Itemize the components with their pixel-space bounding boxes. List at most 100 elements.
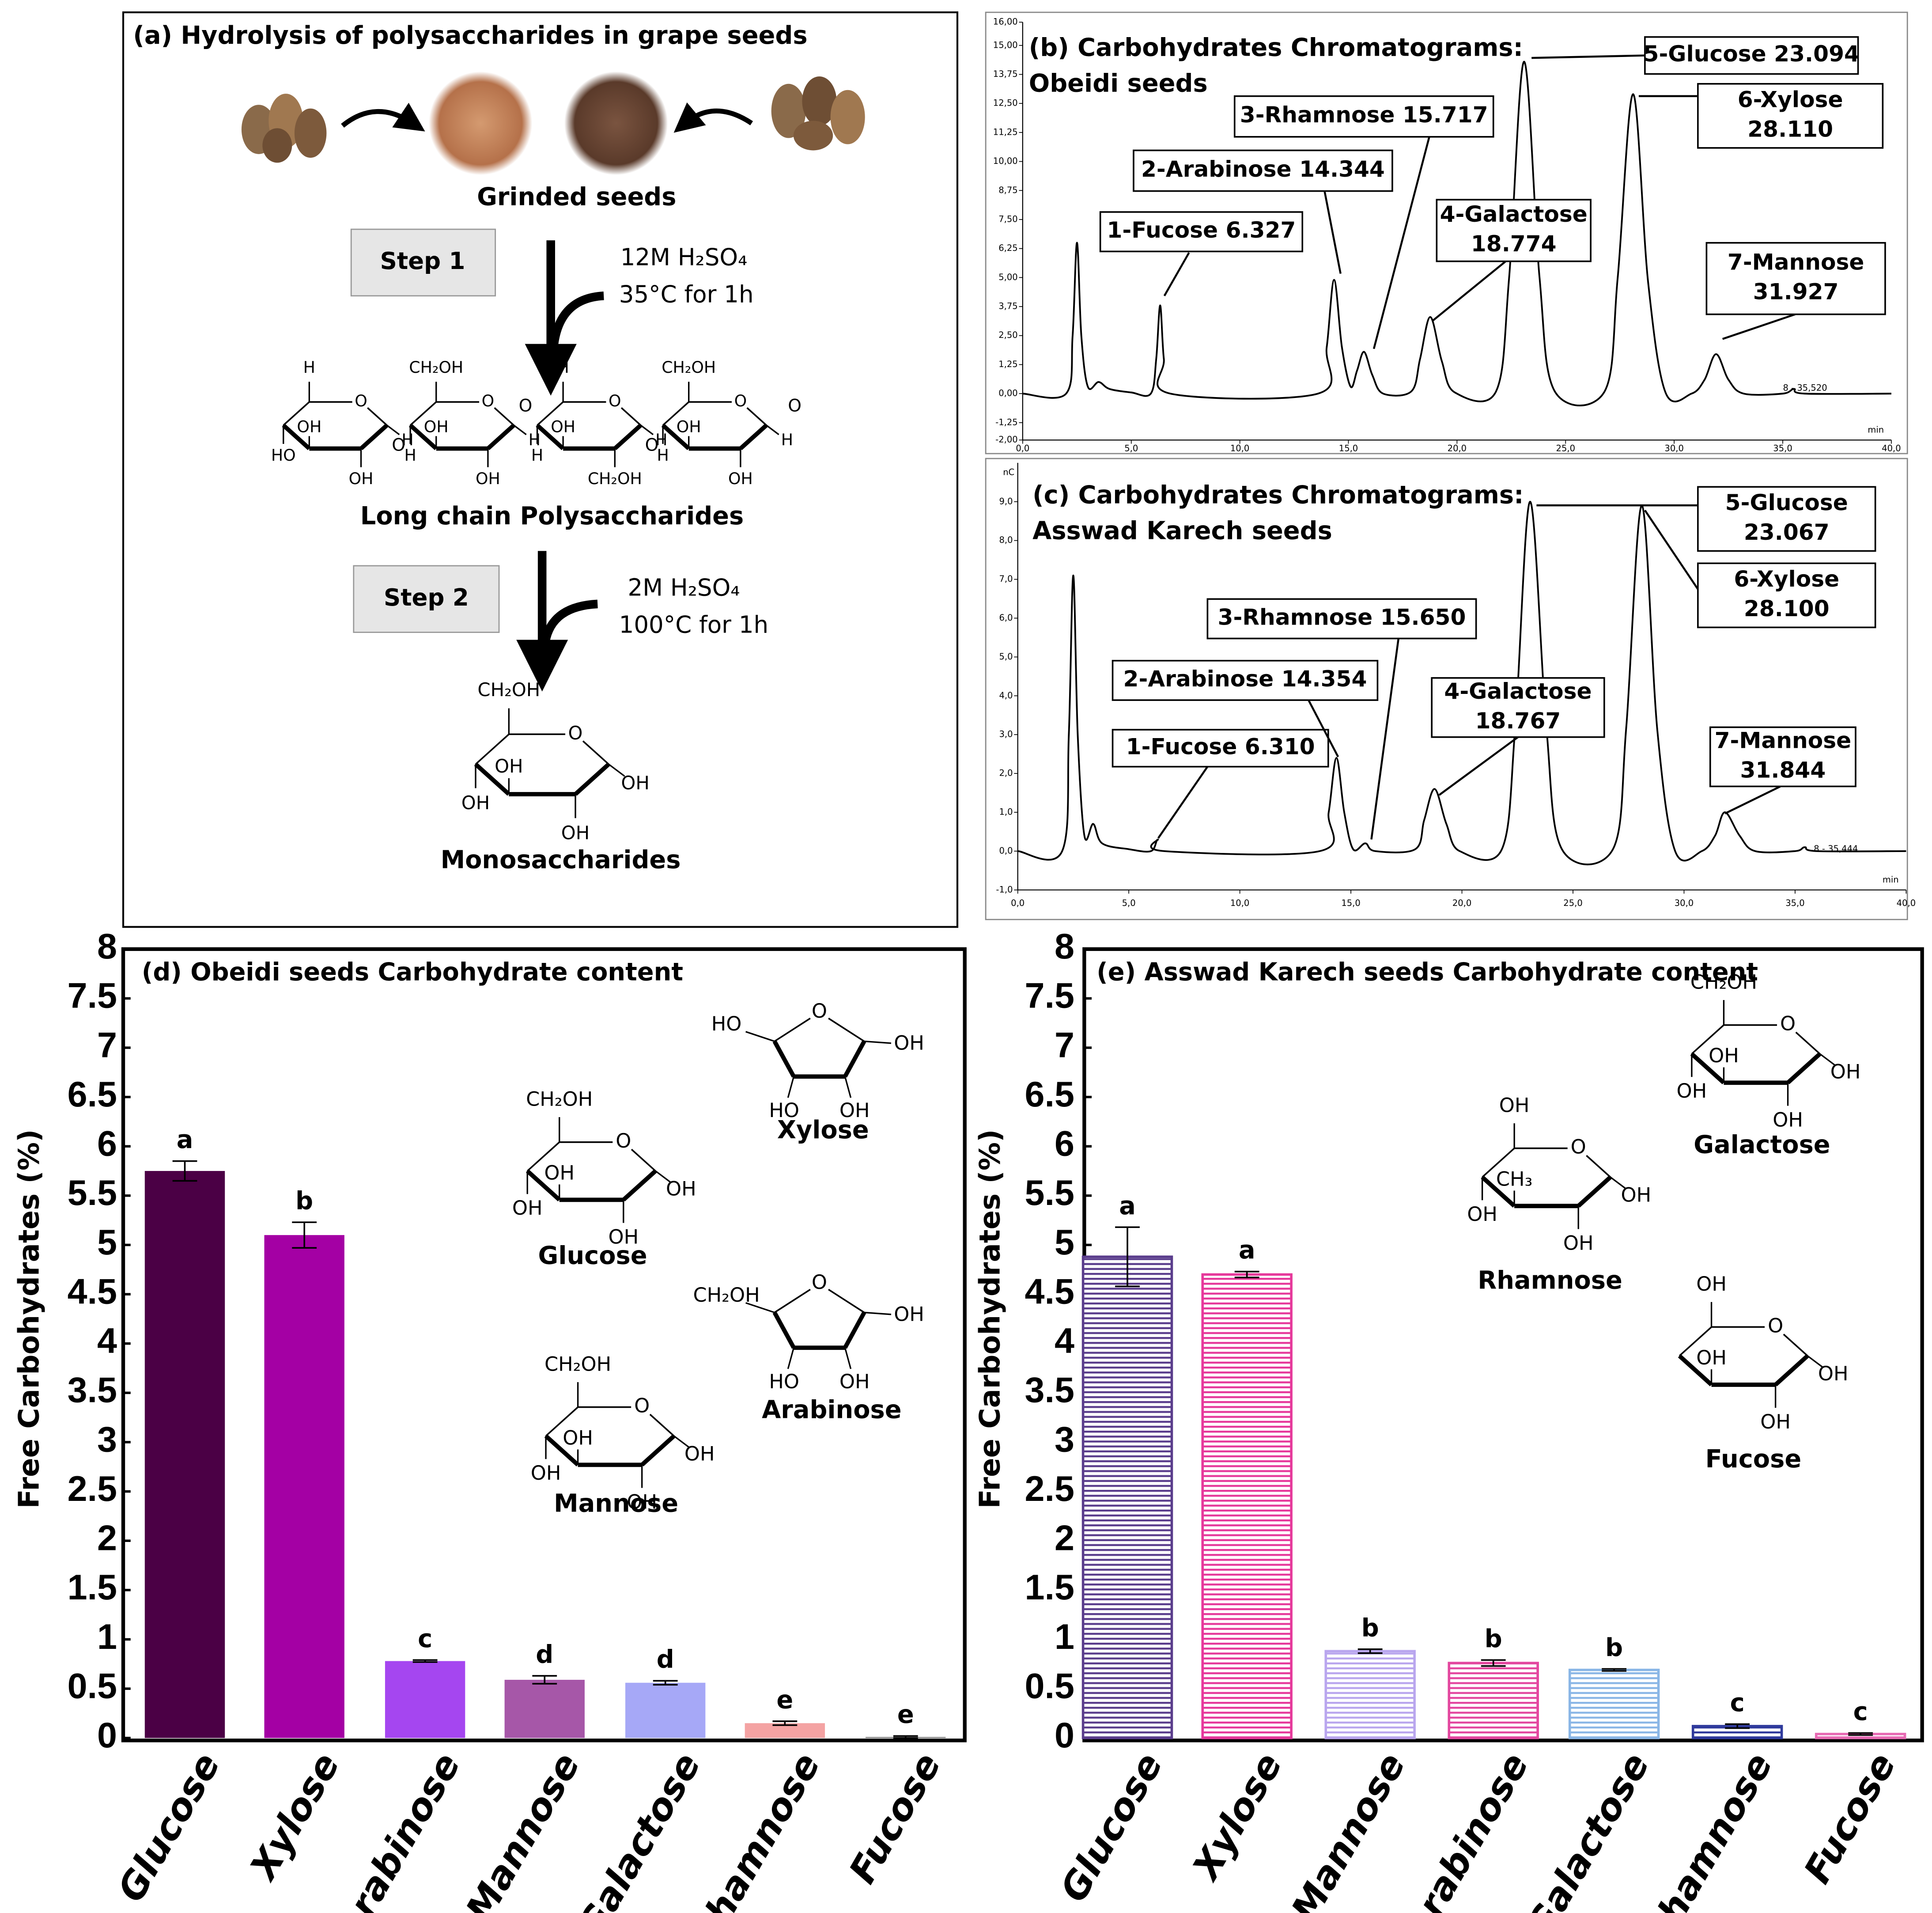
condition: 35°C for 1h [619,280,754,308]
bond [843,1311,866,1349]
atom-label: H [557,358,569,377]
atom-bg [1777,1014,1799,1036]
annotation: 5-Glucose [1725,489,1848,515]
x-tick-label: Mannose [1283,1746,1414,1913]
chart-title: (c) Carbohydrates Chromatograms: [1032,481,1524,510]
atom-bg [808,1001,831,1023]
y-tick-label: 2,0 [999,768,1013,778]
label: Grinded seeds [477,182,676,211]
leader-line [1157,766,1209,839]
atom-label: O [482,391,495,410]
annotation: 2-Arabinose 14.344 [1141,156,1385,182]
y-tick-label: 0 [1055,1716,1074,1755]
atom-label: OH [476,469,500,488]
atom-bg [606,393,624,411]
x-tick-label: 15,0 [1341,898,1360,908]
y-tick-label: 5 [97,1223,117,1262]
atom-label: OH [531,1462,561,1485]
atom-label: OH [297,417,321,436]
atom-label: CH₂OH [662,358,716,377]
y-tick-label: 1.5 [68,1568,117,1607]
y-tick-label: -1,25 [995,417,1017,427]
atom-label: H [781,430,793,449]
annotation: 5-Glucose 23.094 [1644,41,1860,67]
atom-label: O [812,1271,827,1294]
bond [1786,1052,1822,1084]
atom-label: OH [839,1099,870,1122]
bar [1568,1668,1660,1739]
annotation: 1-Fucose 6.310 [1126,733,1315,759]
seed-photo [241,76,865,163]
y-tick-label: 3.5 [1025,1371,1074,1410]
y-tick-label: 10,00 [993,156,1018,166]
y-tick-label: 4.5 [68,1272,117,1311]
step-label: Step 2 [384,584,469,611]
atom-label: OH [1709,1044,1739,1067]
atom-label: OH [1830,1060,1861,1083]
atom-label: O [645,436,659,455]
y-tick-label: 2.5 [1025,1469,1074,1509]
atom-label: CH₂OH [693,1284,760,1307]
step-box [350,228,496,297]
x-tick-label: 35,0 [1773,443,1792,453]
significance-letter: c [1853,1697,1868,1726]
bond [843,1040,866,1078]
leader-line [1722,313,1796,340]
atom-label: OH [544,1161,575,1184]
y-tick-label: 9,0 [999,496,1013,506]
atom-bg [1567,1137,1589,1159]
bar [264,1235,344,1738]
atom-label: OH [684,1443,715,1466]
panel-b-frame [985,11,1908,455]
annotation-box [1233,95,1494,138]
atom-label: HO [769,1099,799,1122]
y-tick-label: 6.5 [1025,1075,1074,1114]
bond [608,763,625,777]
bond [475,734,510,765]
y-tick-label: 16,00 [993,17,1018,27]
y-tick-label: 5.5 [1025,1173,1074,1213]
bond [544,1434,579,1466]
y-tick-label: 7 [1055,1025,1074,1065]
atom-label: H [655,430,667,449]
atom-label: OH [894,1303,924,1326]
y-tick-label: 1.5 [1025,1568,1074,1607]
annotation: 6-Xylose [1738,86,1843,112]
annotation: 3-Rhamnose 15.717 [1240,102,1488,128]
atom-label: OH [728,469,753,488]
y-tick-label: -1,0 [996,884,1013,894]
atom-label: O [1780,1012,1796,1035]
annotation: 31.844 [1740,757,1826,783]
chromatogram-trace [1022,61,1891,406]
bond [526,1141,560,1172]
x-tick-label: Rhamnose [1635,1746,1781,1913]
atom-bg [731,393,749,411]
atom-label: OH [666,1178,696,1201]
atom-label: OH [839,1370,870,1393]
annotation: 28.100 [1744,595,1830,621]
significance-letter: b [295,1187,313,1216]
leader-line [1323,191,1342,274]
chart-title: (e) Asswad Karech seeds Carbohydrate con… [1096,958,1758,987]
atom-label: H [303,358,315,377]
y-tick-label: 7 [97,1025,117,1065]
bond [662,401,689,426]
atom-label: HO [271,446,296,465]
leader-line [1438,736,1519,796]
bond [283,401,310,426]
atom-label: OH [349,469,374,488]
x-tick-label: 20,0 [1452,898,1471,908]
y-axis-label: Free Carbohydrates (%) [12,1129,45,1509]
y-tick-label: 4.5 [1025,1272,1074,1311]
ground-seeds [428,71,533,175]
bond [673,1435,690,1448]
bond [486,424,515,451]
significance-letter: e [897,1701,914,1729]
reagent: 2M H₂SO₄ [628,574,740,602]
significance-letter: d [536,1640,553,1669]
x-tick-label: 30,0 [1675,898,1694,908]
x-tick-label: 35,0 [1785,898,1804,908]
bond [1678,1354,1713,1386]
y-axis-label: Free Carbohydrates (%) [974,1129,1007,1509]
x-tick-label: 40,0 [1882,443,1901,453]
